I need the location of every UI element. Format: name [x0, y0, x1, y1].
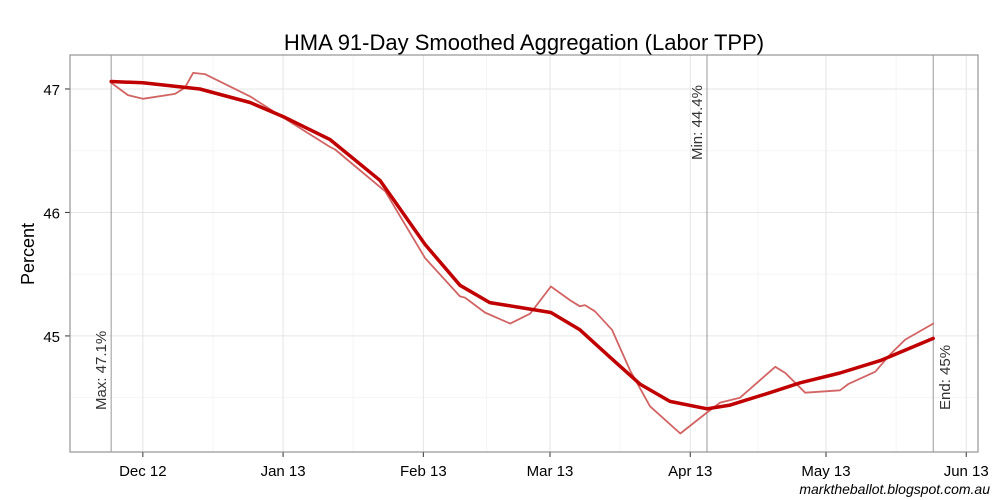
plot-border [69, 54, 979, 453]
annotation-label: Max: 47.1% [93, 331, 110, 410]
x-tick-label: Dec 12 [119, 463, 167, 480]
y-tick-label: 46 [43, 205, 60, 222]
annotation-label: Min: 44.4% [689, 85, 706, 160]
credit: marktheballot.blogspot.com.au [799, 481, 990, 497]
x-tick-label: Jun 13 [944, 463, 989, 480]
x-tick-label: Feb 13 [400, 463, 447, 480]
x-tick-label: Mar 13 [527, 463, 574, 480]
x-tick-label: Apr 13 [668, 463, 712, 480]
series-line [109, 79, 935, 411]
chart-title: HMA 91-Day Smoothed Aggregation (Labor T… [284, 30, 764, 55]
series-line [110, 72, 935, 435]
annotation-label: End: 45% [937, 345, 954, 410]
y-tick-label: 47 [43, 82, 60, 99]
y-axis-label: Percent [18, 223, 38, 285]
x-tick-label: May 13 [801, 463, 850, 480]
plot-panel [70, 55, 978, 452]
y-tick-label: 45 [43, 329, 60, 346]
x-tick-label: Jan 13 [261, 463, 306, 480]
